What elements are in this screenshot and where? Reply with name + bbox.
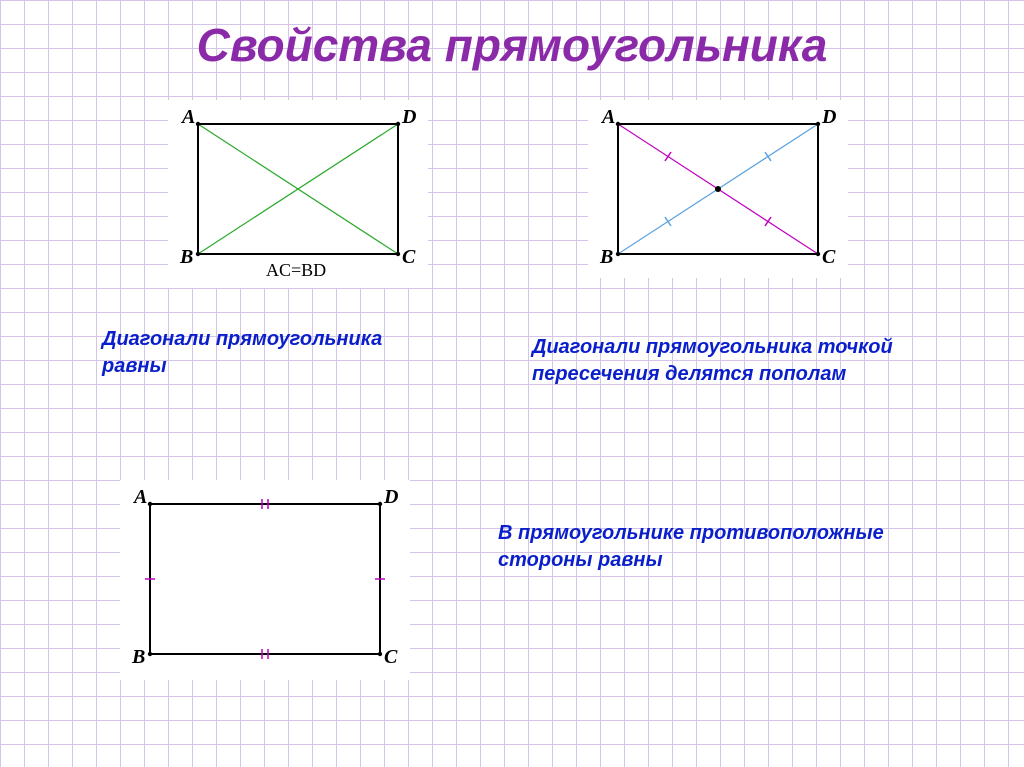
vertex-c: C: [402, 246, 415, 269]
vertex-d: D: [384, 486, 398, 509]
diagram-1-panel: A D B C AC=BD: [168, 100, 428, 288]
caption-2: Диагонали прямоугольника точкой пересече…: [532, 334, 952, 388]
page-title: Свойства прямоугольника: [0, 18, 1024, 72]
diagram-2-svg: [588, 100, 848, 278]
diagram-3-svg: [120, 480, 410, 680]
diagram-2-panel: A D B C: [588, 100, 848, 278]
vertex-b: B: [180, 246, 193, 269]
vertex-a: A: [602, 106, 615, 129]
vertex-a: A: [134, 486, 147, 509]
caption-1: Диагонали прямоугольника равны: [102, 326, 432, 380]
vertex-c: C: [384, 646, 397, 669]
vertex-b: B: [600, 246, 613, 269]
eq-label: AC=BD: [266, 260, 326, 281]
caption-3: В прямоугольнике противоположные стороны…: [498, 520, 928, 574]
vertex-d: D: [402, 106, 416, 129]
vertex-a: A: [182, 106, 195, 129]
vertex-d: D: [822, 106, 836, 129]
vertex-b: B: [132, 646, 145, 669]
vertex-c: C: [822, 246, 835, 269]
diagram-3-panel: A D B C: [120, 480, 410, 680]
